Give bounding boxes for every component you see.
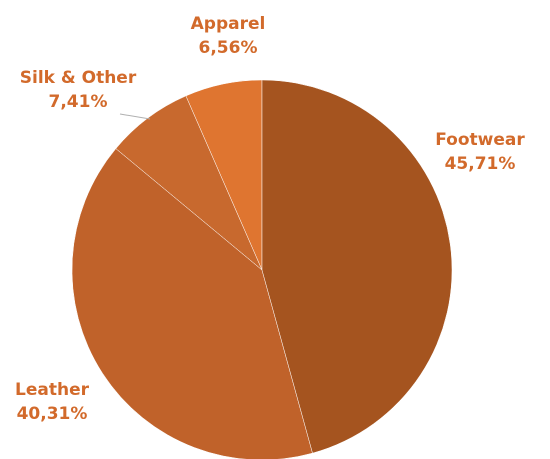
slice-value-label: 6,56% (199, 38, 258, 58)
slice-value-label: 40,31% (17, 404, 88, 424)
slice-label: Leather (15, 380, 90, 400)
slice-value-label: 45,71% (445, 154, 516, 174)
slice-label: Apparel (191, 14, 266, 34)
slice-value-label: 7,41% (49, 92, 108, 112)
leader-line (119, 113, 151, 120)
slice-label: Footwear (435, 130, 525, 150)
pie-slice (261, 79, 453, 454)
pie-slice (71, 148, 313, 459)
slice-label: Silk & Other (20, 68, 137, 88)
